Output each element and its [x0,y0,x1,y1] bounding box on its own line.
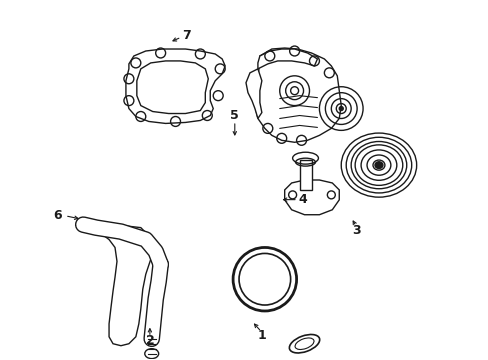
Polygon shape [137,61,208,113]
Ellipse shape [339,107,343,111]
Polygon shape [83,222,152,346]
Text: 1: 1 [257,329,265,342]
Polygon shape [126,49,224,123]
Text: 3: 3 [351,224,360,237]
Polygon shape [257,49,317,69]
Text: 2: 2 [145,334,154,347]
Polygon shape [254,48,341,142]
Text: 5: 5 [230,109,239,122]
Polygon shape [284,180,339,215]
Ellipse shape [374,162,382,168]
Text: 4: 4 [298,193,306,206]
Polygon shape [299,160,312,190]
Text: 7: 7 [182,29,190,42]
Text: 6: 6 [53,209,62,222]
Polygon shape [245,69,262,118]
